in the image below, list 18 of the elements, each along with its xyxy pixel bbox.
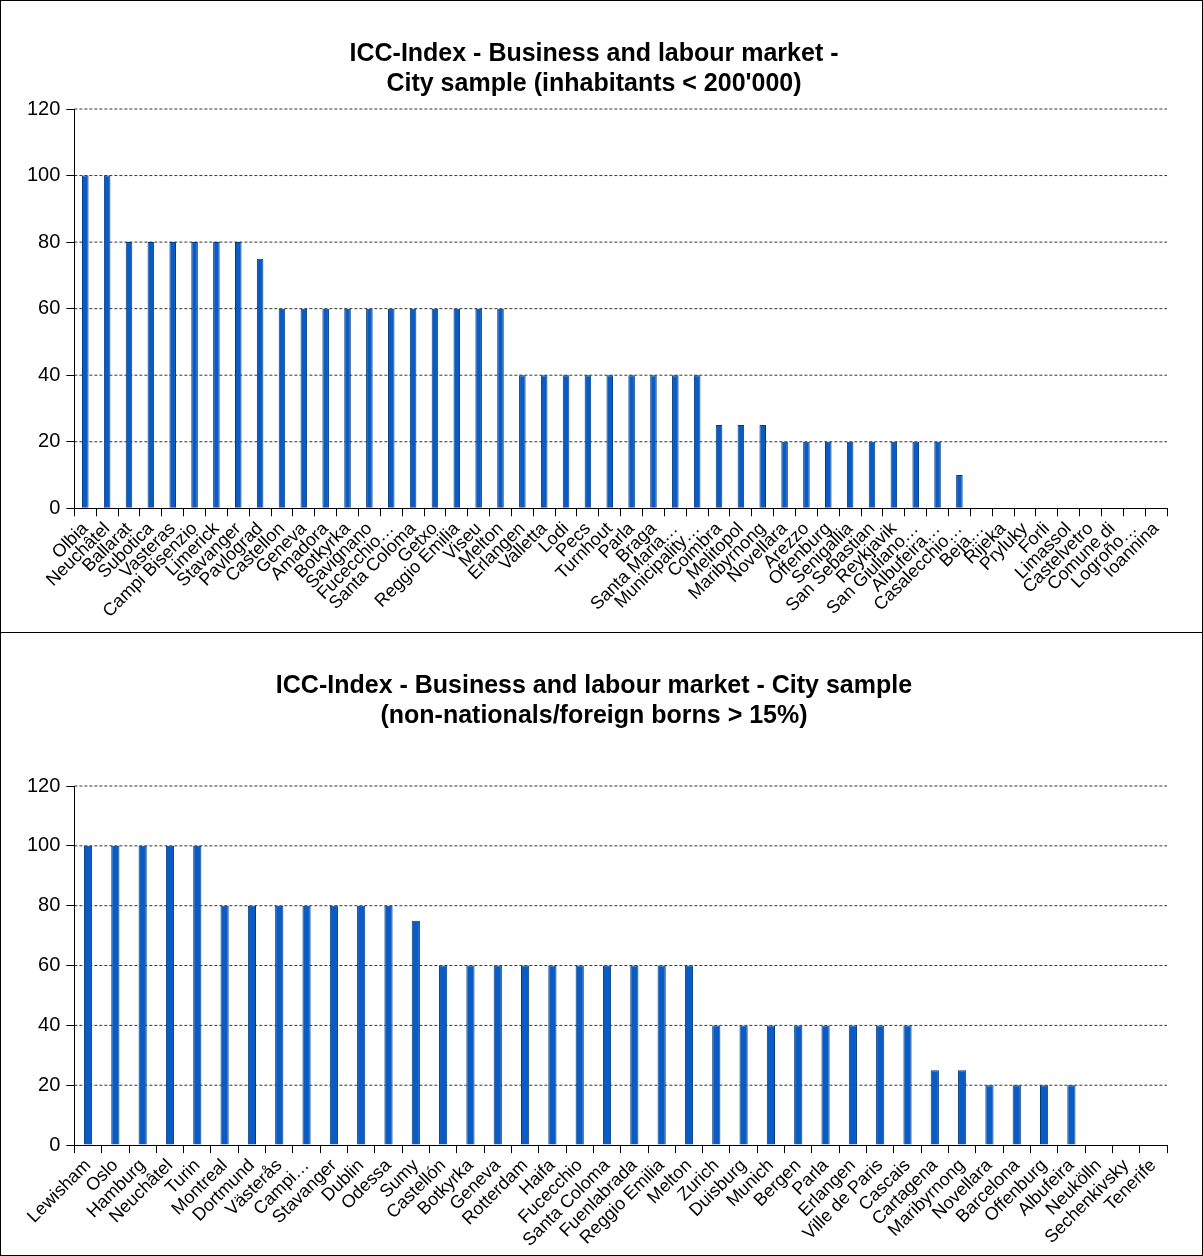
y-tick-label: 120 xyxy=(26,96,61,119)
y-tick-label: 40 xyxy=(38,362,61,385)
y-tick-label: 120 xyxy=(26,773,61,796)
text: ICC-Index - Business and labour market - xyxy=(349,37,839,66)
y-tick-label: 20 xyxy=(38,1072,61,1095)
y-tick-label: 60 xyxy=(38,296,61,319)
text: (non-nationals/foreign borns > 15%) xyxy=(380,699,808,728)
y-tick-label: 40 xyxy=(38,1012,61,1035)
y-tick-label: 80 xyxy=(38,893,61,916)
y-tick-label: 100 xyxy=(26,163,61,186)
y-tick-label: 0 xyxy=(49,1132,61,1155)
text: City sample (inhabitants < 200'000) xyxy=(386,67,802,96)
y-tick-label: 0 xyxy=(49,495,61,518)
y-tick-label: 100 xyxy=(26,833,61,856)
y-tick-label: 60 xyxy=(38,953,61,976)
y-tick-label: 20 xyxy=(38,429,61,452)
text: ICC-Index - Business and labour market - City sample xyxy=(275,669,913,698)
y-tick-label: 80 xyxy=(38,229,61,252)
